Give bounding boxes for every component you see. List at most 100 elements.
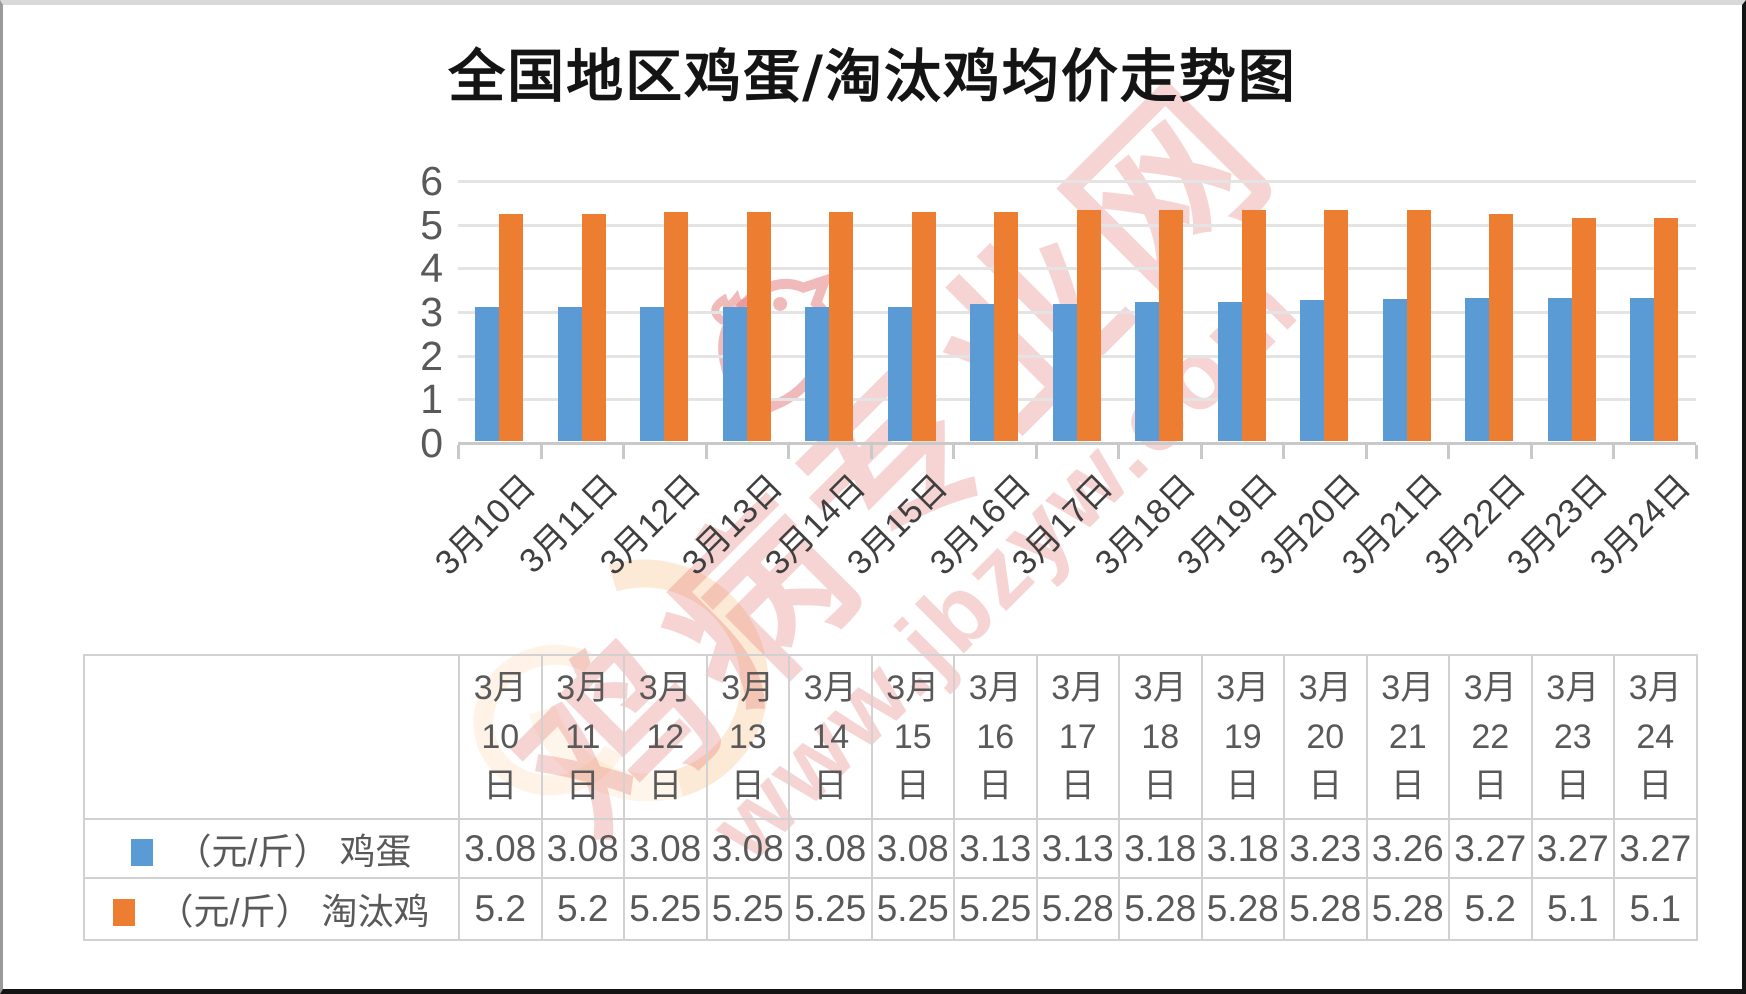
bar-culled-chicken [581,213,606,441]
bar-culled-chicken [829,211,854,441]
table-date-header: 3月 13 日 [705,654,790,820]
value-cell: 5.28 [1035,877,1120,941]
table-series-row: （元/斤） 淘汰鸡 5.2 5.2 5.25 5.25 5.25 5.25 5.25 5.28 5… [83,877,1698,941]
table-date-header: 3月 14 日 [788,654,873,820]
bar-culled-chicken [994,211,1019,441]
value-cell: 3.27 [1530,818,1615,879]
y-tick-label: 0 [420,420,443,466]
series-name: （元/斤） 淘汰鸡 [157,891,430,932]
bar-egg [722,306,747,441]
bar-egg [805,306,830,441]
x-axis-tick [787,445,791,459]
y-tick-label: 4 [420,245,443,292]
bar-egg [887,306,912,441]
bar-egg [1300,299,1325,441]
value-cell: 3.08 [458,818,543,879]
series-name: （元/斤） 鸡蛋 [175,830,412,872]
price-table-body: 3月 10 日 3月 11 日 3月 12 日 3月 13 日 3月 14 日 3月 15… [83,654,1698,941]
bar-egg [1547,298,1572,441]
x-axis-tick [1117,445,1121,459]
x-axis-tick [1034,445,1038,459]
value-cell: 3.27 [1613,818,1698,879]
bar-culled-chicken [664,211,689,441]
value-cell: 5.1 [1530,877,1615,941]
bar-culled-chicken [1324,210,1349,441]
y-tick-label: 2 [420,332,443,379]
table-date-header: 3月 19 日 [1200,654,1285,820]
value-cell: 3.26 [1365,818,1450,879]
series-label-cell: （元/斤） 鸡蛋 [83,818,460,879]
x-axis-tick [1612,445,1616,459]
table-date-header: 3月 20 日 [1283,654,1368,820]
table-date-header: 3月 22 日 [1448,654,1533,820]
x-axis-tick [539,445,543,459]
y-tick-label: 3 [420,289,443,335]
value-cell: 5.25 [870,877,955,941]
bar-egg [1382,298,1407,441]
value-cell: 5.28 [1365,877,1450,941]
value-cell: 5.28 [1200,877,1285,941]
y-tick-label: 6 [420,158,443,204]
table-date-header: 3月 11 日 [540,654,625,820]
bar-culled-chicken [1571,218,1596,441]
value-cell: 3.08 [540,818,625,879]
bar-culled-chicken [911,211,936,441]
legend-swatch-egg [131,838,154,866]
table-date-header: 3月 23 日 [1530,654,1615,820]
value-cell: 3.08 [788,818,873,879]
value-cell: 5.28 [1283,877,1368,941]
table-date-header: 3月 24 日 [1613,654,1698,820]
table-date-header: 3月 16 日 [953,654,1038,820]
bar-culled-chicken [1241,210,1266,441]
bar-egg [1135,302,1160,441]
bar-egg [557,306,582,441]
value-cell: 5.2 [1448,877,1533,941]
bar-egg [970,304,995,441]
x-axis-tick [1447,445,1451,459]
x-axis-tick [1282,445,1286,459]
series-label-cell: （元/斤） 淘汰鸡 [83,877,460,941]
bar-egg [1630,298,1655,441]
table-date-header: 3月 15 日 [870,654,955,820]
bar-egg [1217,302,1242,441]
table-header-row: 3月 10 日 3月 11 日 3月 12 日 3月 13 日 3月 14 日 3月 15… [83,654,1698,820]
value-cell: 5.25 [623,877,708,941]
x-axis-tick [1364,445,1368,459]
chart-title: 全国地区鸡蛋/淘汰鸡均价走势图 [448,43,1297,110]
bar-culled-chicken [1406,210,1431,441]
value-cell: 3.08 [870,818,955,879]
x-axis-tick [869,445,873,459]
x-axis-tick [1529,445,1533,459]
bar-egg [1465,298,1490,441]
table-date-header: 3月 21 日 [1365,654,1450,820]
gridline [458,180,1696,183]
bar-culled-chicken [1076,210,1101,441]
value-cell: 5.1 [1613,877,1698,941]
price-table: 3月 10 日 3月 11 日 3月 12 日 3月 13 日 3月 14 日 3月 15… [83,654,1698,941]
table-date-header: 3月 12 日 [623,654,708,820]
value-cell: 3.18 [1118,818,1203,879]
bar-culled-chicken [1654,218,1679,441]
x-axis-tick [952,445,956,459]
x-axis-tick [704,445,708,459]
table-blank-cell [83,654,460,820]
y-tick-label: 1 [420,376,443,423]
value-cell: 5.2 [540,877,625,941]
value-cell: 3.23 [1283,818,1368,879]
x-axis-tick [1695,445,1698,459]
value-cell: 5.25 [705,877,790,941]
bar-culled-chicken [746,211,771,441]
value-cell: 5.25 [788,877,873,941]
table-date-header: 3月 18 日 [1118,654,1203,820]
x-axis-labels: 3月10日 3月11日 3月12日 3月13日 3月14日 3月15日 3月16日 3月17日… [427,457,1698,657]
value-cell: 3.13 [1035,818,1120,879]
price-table-wrap: 3月 10 日 3月 11 日 3月 12 日 3月 13 日 3月 14 日 3月 15… [83,654,1698,941]
bar-culled-chicken [1159,210,1184,441]
value-cell: 3.27 [1448,818,1533,879]
value-cell: 3.08 [705,818,790,879]
x-axis-tick [622,445,626,459]
value-cell: 5.25 [953,877,1038,941]
